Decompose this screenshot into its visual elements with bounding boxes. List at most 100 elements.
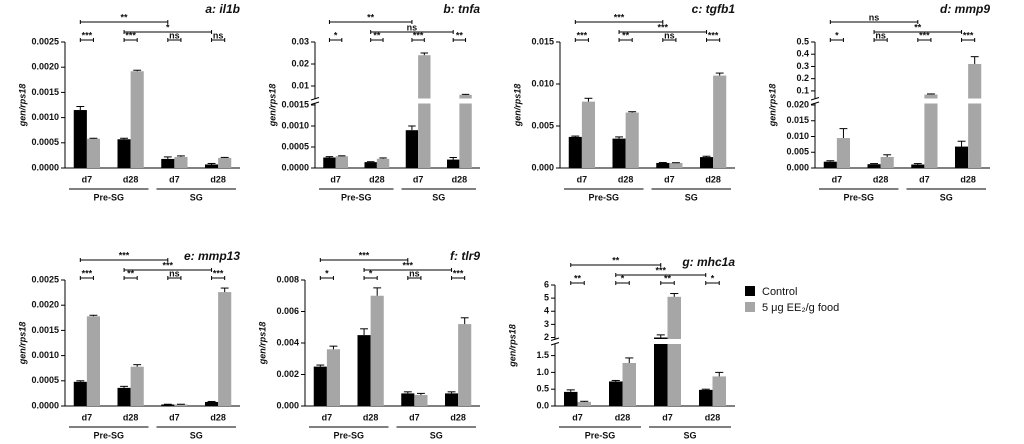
y-tick-label: 0.0025 [31, 274, 59, 284]
significance-label: *** [655, 265, 666, 275]
y-tick-label: 0.5 [796, 36, 809, 46]
y-axis-label: gen/rps18 [512, 84, 522, 128]
bar [581, 101, 595, 168]
bar [218, 157, 232, 168]
chart-title: c: tgfb1 [692, 2, 736, 16]
bar [867, 164, 881, 168]
legend-label: 5 μg EE₂/g food [762, 302, 839, 314]
bar [625, 112, 639, 168]
bar [564, 391, 578, 406]
significance-label: ** [127, 268, 135, 278]
x-tick-label: d7 [169, 174, 180, 184]
significance-label: ** [622, 30, 630, 40]
bar [174, 404, 188, 406]
bar [357, 335, 371, 406]
x-tick-label: d28 [123, 412, 139, 422]
significance-label: *** [614, 12, 625, 22]
x-tick-label: d28 [705, 174, 721, 184]
significance-label: ns [875, 30, 886, 40]
x-tick-label: d28 [123, 174, 139, 184]
bar [447, 159, 460, 168]
bar [335, 156, 348, 168]
y-tick-label: 3 [544, 319, 549, 329]
y-axis-label: gen/rps18 [507, 324, 517, 368]
chart-title: a: il1b [205, 2, 240, 16]
significance-label: * [369, 268, 373, 278]
bar [656, 162, 670, 168]
y-tick-label: 0.015 [786, 115, 809, 125]
axis-break-mark [810, 101, 820, 105]
axis-break-mark [550, 337, 560, 341]
significance-label: ns [407, 22, 418, 32]
y-axis-label: gen/rps18 [257, 322, 267, 366]
bar [612, 138, 626, 168]
group-label: SG [685, 192, 698, 202]
significance-label: *** [163, 260, 174, 270]
bar [401, 393, 415, 406]
bar [313, 366, 327, 406]
y-tick-label: 0.5 [536, 384, 549, 394]
significance-label: *** [963, 30, 974, 40]
x-tick-label: d7 [82, 174, 93, 184]
bar [205, 164, 219, 168]
significance-label: * [166, 22, 170, 32]
significance-label: ns [213, 30, 224, 40]
y-tick-label: 0.0005 [31, 375, 59, 385]
y-tick-label: 0.0010 [31, 350, 59, 360]
bar [836, 138, 850, 168]
bar [370, 295, 384, 406]
bar [667, 296, 681, 406]
chart-title: b: tnfa [443, 2, 480, 16]
x-tick-label: d7 [664, 174, 675, 184]
significance-label: ** [121, 12, 129, 22]
y-tick-label: 0.0010 [281, 120, 309, 130]
bar [823, 161, 837, 168]
significance-label: ** [456, 30, 464, 40]
bar [405, 130, 419, 168]
y-tick-label: 1.5 [536, 350, 549, 360]
bar [712, 376, 726, 406]
significance-label: ** [574, 273, 582, 283]
group-label: Pre-SG [93, 192, 124, 202]
x-tick-label: d7 [572, 412, 583, 422]
y-tick-label: 0.01 [291, 80, 309, 90]
y-tick-label: 0.005 [531, 120, 554, 130]
bar [73, 381, 87, 406]
x-tick-label: d28 [210, 412, 226, 422]
bar [218, 292, 232, 406]
axis-break-mark [810, 97, 820, 101]
bar [86, 316, 100, 406]
significance-label: *** [453, 268, 464, 278]
y-tick-label: 0.002 [276, 369, 299, 379]
y-tick-label: 0.0020 [31, 300, 59, 310]
x-tick-label: d7 [577, 174, 588, 184]
group-label: Pre-SG [588, 192, 619, 202]
y-tick-label: 0.000 [531, 162, 554, 172]
bar [161, 404, 175, 406]
group-label: Pre-SG [93, 430, 124, 440]
legend-swatch [745, 302, 755, 312]
x-tick-label: d7 [832, 174, 843, 184]
bar [609, 381, 623, 406]
y-tick-label: 0.010 [531, 78, 554, 88]
group-label: Pre-SG [843, 192, 874, 202]
bar [713, 75, 727, 168]
y-tick-label: 0.020 [786, 99, 809, 109]
y-tick-label: 0.0020 [31, 62, 59, 72]
bar [955, 146, 969, 168]
y-axis-label: gen/rps18 [17, 322, 27, 366]
bar [911, 164, 925, 168]
chart-title: g: mhc1a [681, 255, 735, 269]
axis-break [810, 98, 990, 104]
y-tick-label: 0.0015 [31, 325, 59, 335]
bar [577, 401, 591, 406]
significance-label: * [325, 268, 329, 278]
x-tick-label: d28 [450, 412, 466, 422]
y-tick-label: 0.006 [276, 306, 299, 316]
group-label: SG [940, 192, 953, 202]
bar [326, 349, 340, 406]
y-tick-label: 0.0015 [31, 87, 59, 97]
y-tick-label: 0.008 [276, 274, 299, 284]
x-tick-label: d7 [82, 412, 93, 422]
y-tick-label: 0.0010 [31, 112, 59, 122]
